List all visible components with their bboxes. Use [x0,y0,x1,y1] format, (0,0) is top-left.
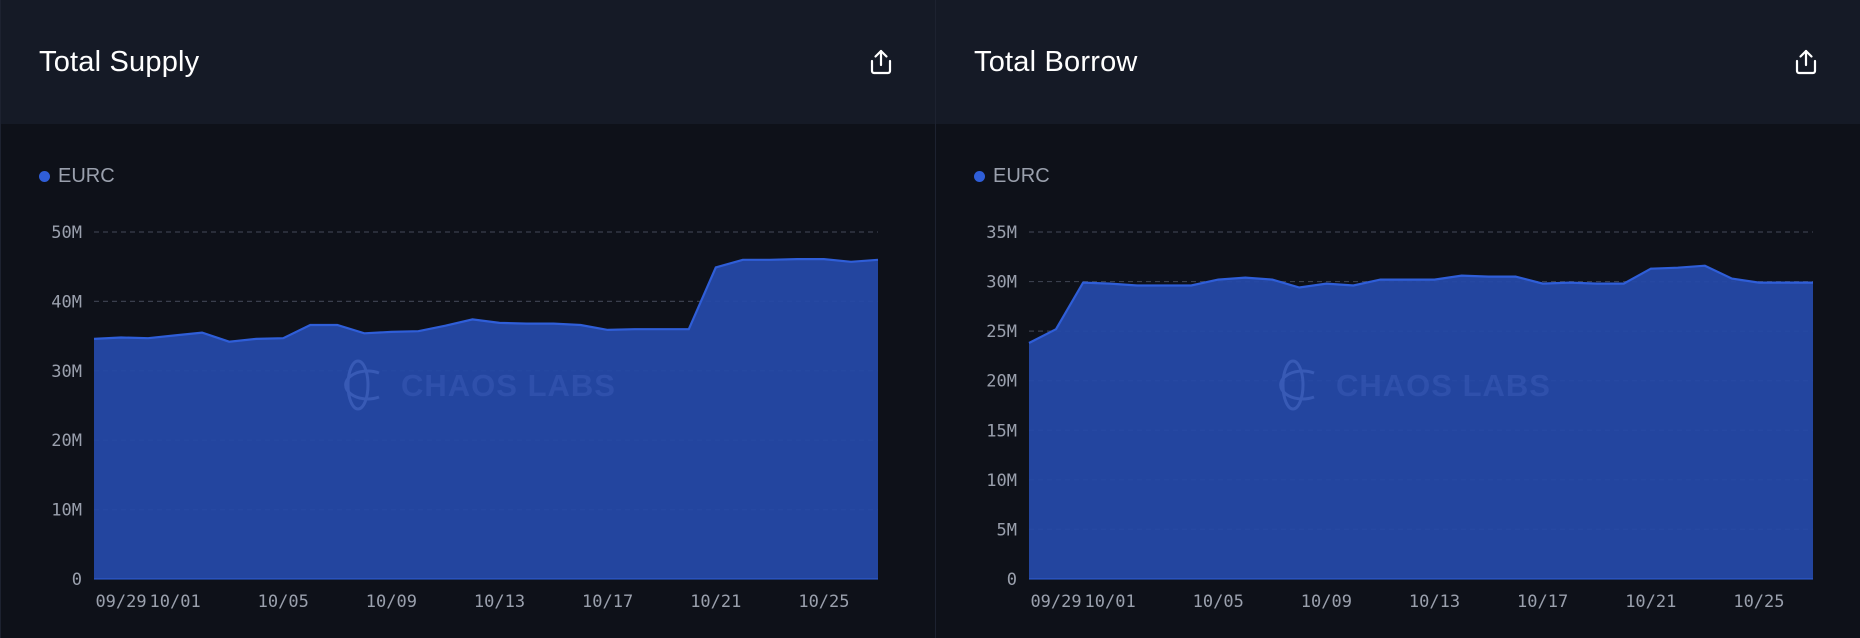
y-tick-label: 20M [986,372,1017,392]
legend-label: EURC [58,165,115,187]
y-tick-label: 0 [1007,570,1017,590]
x-tick-label: 10/13 [1409,592,1460,612]
series-line-eurc [1028,264,1813,344]
x-tick-label: 10/25 [798,592,849,612]
y-tick-label: 30M [51,362,82,382]
y-tick-label: 10M [986,471,1017,491]
x-tick-label: 10/13 [474,592,525,612]
x-tick-label: 10/01 [150,592,201,612]
export-button[interactable] [861,42,901,82]
x-tick-label: 10/05 [258,592,309,612]
y-tick-label: 15M [986,421,1017,441]
x-tick-label: 09/29 [95,592,146,612]
legend-color-dot [39,171,50,182]
series-area-eurc [94,259,878,579]
y-tick-label: 40M [51,292,82,312]
y-tick-label: 25M [986,322,1017,342]
panel-header: Total Borrow [936,0,1860,124]
borrow-chart: 0 5M 10M 15M 20M 25M 30M 35M 09/29 10/01 10/05 10/0… [986,223,1813,612]
legend-label: EURC [993,165,1050,187]
supply-chart: 0 10M 20M 30M 40M 50M 09/29 10/01 10/05 10/09 10/1… [51,223,879,612]
share-icon [870,49,892,75]
chart-legend: EURC [974,165,1050,188]
y-tick-label: 0 [72,570,82,590]
x-tick-label: 09/29 [1030,592,1081,612]
y-tick-label: 50M [51,223,82,243]
x-tick-label: 10/01 [1085,592,1136,612]
x-tick-label: 10/25 [1733,592,1784,612]
x-tick-label: 10/05 [1193,592,1244,612]
panel-header: Total Supply [1,0,935,124]
export-button[interactable] [1786,42,1826,82]
total-borrow-panel: Total Borrow EURC 0 5M 10M 15M 20M 25M 30M 35M 0… [935,0,1860,638]
y-tick-label: 5M [997,520,1017,540]
y-tick-label: 30M [986,273,1017,293]
panel-title: Total Supply [39,45,200,78]
series-line-eurc [93,258,879,343]
y-tick-label: 35M [986,223,1017,243]
panel-title: Total Borrow [974,45,1138,78]
watermark-text: CHAOS LABS [1336,368,1551,403]
share-icon [1795,49,1817,75]
x-tick-label: 10/21 [1625,592,1676,612]
x-tick-label: 10/09 [1301,592,1352,612]
total-supply-panel: Total Supply EURC 0 10M 20M 30M 40M 50M 09/29 1… [0,0,935,638]
legend-color-dot [974,171,985,182]
chaos-labs-logo-icon [1279,359,1315,411]
y-tick-label: 10M [51,501,82,521]
chaos-labs-watermark: CHAOS LABS [1279,359,1551,411]
y-tick-label: 20M [51,431,82,451]
chaos-labs-watermark: CHAOS LABS [344,359,616,411]
x-tick-label: 10/17 [582,592,633,612]
chart-legend: EURC [39,165,115,188]
watermark-text: CHAOS LABS [401,368,616,403]
x-tick-label: 10/09 [366,592,417,612]
x-tick-label: 10/17 [1517,592,1568,612]
series-area-eurc [1029,265,1813,579]
x-tick-label: 10/21 [690,592,741,612]
chaos-labs-logo-icon [344,359,380,411]
